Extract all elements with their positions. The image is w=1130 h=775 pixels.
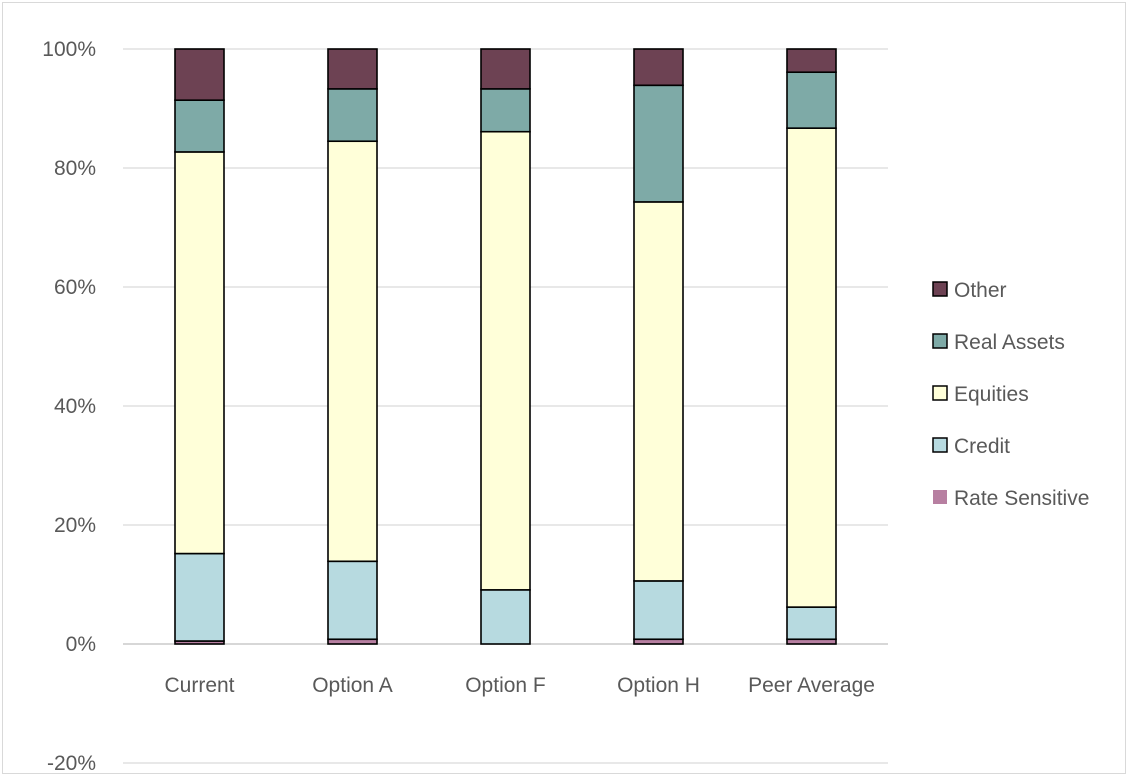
bar-segment-equities	[480, 130, 531, 591]
legend-swatch	[932, 385, 948, 401]
x-axis-labels: Current Option A Option F Option H Peer Aver…	[164, 674, 874, 697]
bar-segment-real-assets	[174, 99, 225, 153]
legend-swatch	[932, 281, 948, 297]
y-tick-label: 0%	[66, 633, 96, 656]
bar-segment-real-assets	[786, 71, 837, 129]
legend-swatch	[933, 490, 947, 504]
bar-segment-equities	[174, 151, 225, 555]
bar-segment-credit	[480, 589, 531, 645]
stacked-bar-chart: 100% 80% 60% 40% 20% 0% -20% Current Option A Op…	[42, 38, 1089, 775]
legend: Other Real Assets Equities Credit Rate Sensi…	[932, 279, 1089, 510]
bar-segment-other	[327, 48, 378, 90]
bar-segment-equities	[786, 127, 837, 608]
bar-segment-credit	[327, 560, 378, 641]
legend-item-real-assets: Real Assets	[932, 331, 1065, 354]
bar-segment-equities	[327, 140, 378, 563]
y-tick-label: 60%	[54, 276, 96, 299]
legend-item-equities: Equities	[932, 383, 1029, 406]
y-tick-label: 20%	[54, 514, 96, 537]
y-tick-label: 40%	[54, 395, 96, 418]
bar-segment-other	[633, 48, 684, 87]
legend-item-other: Other	[932, 279, 1007, 302]
x-tick-label: Option A	[312, 674, 393, 697]
y-tick-label: 80%	[54, 157, 96, 180]
legend-swatch	[932, 333, 948, 349]
y-tick-label: 100%	[42, 38, 96, 61]
bars	[174, 48, 837, 645]
y-tick-label: -20%	[47, 752, 96, 775]
bar-segment-other	[480, 48, 531, 90]
bar-segment-credit	[174, 552, 225, 642]
legend-label: Credit	[954, 435, 1010, 458]
bar-segment-other	[174, 48, 225, 101]
bar-segment-credit	[633, 580, 684, 641]
x-tick-label: Option F	[465, 674, 546, 697]
legend-label: Real Assets	[954, 331, 1065, 354]
y-axis-labels: 100% 80% 60% 40% 20% 0% -20%	[42, 38, 96, 775]
bar-segment-real-assets	[480, 88, 531, 133]
bar-segment-real-assets	[327, 88, 378, 143]
x-tick-label: Current	[164, 674, 234, 697]
x-tick-label: Peer Average	[748, 674, 875, 697]
bar-segment-equities	[633, 201, 684, 582]
bar-segment-other	[786, 48, 837, 74]
bar-segment-real-assets	[633, 84, 684, 203]
legend-label: Rate Sensitive	[954, 487, 1089, 510]
legend-item-rate-sensitive: Rate Sensitive	[933, 487, 1089, 510]
legend-label: Other	[954, 279, 1007, 302]
legend-label: Equities	[954, 383, 1029, 406]
legend-swatch	[932, 437, 948, 453]
bar-segment-credit	[786, 606, 837, 641]
legend-item-credit: Credit	[932, 435, 1010, 458]
x-tick-label: Option H	[617, 674, 700, 697]
